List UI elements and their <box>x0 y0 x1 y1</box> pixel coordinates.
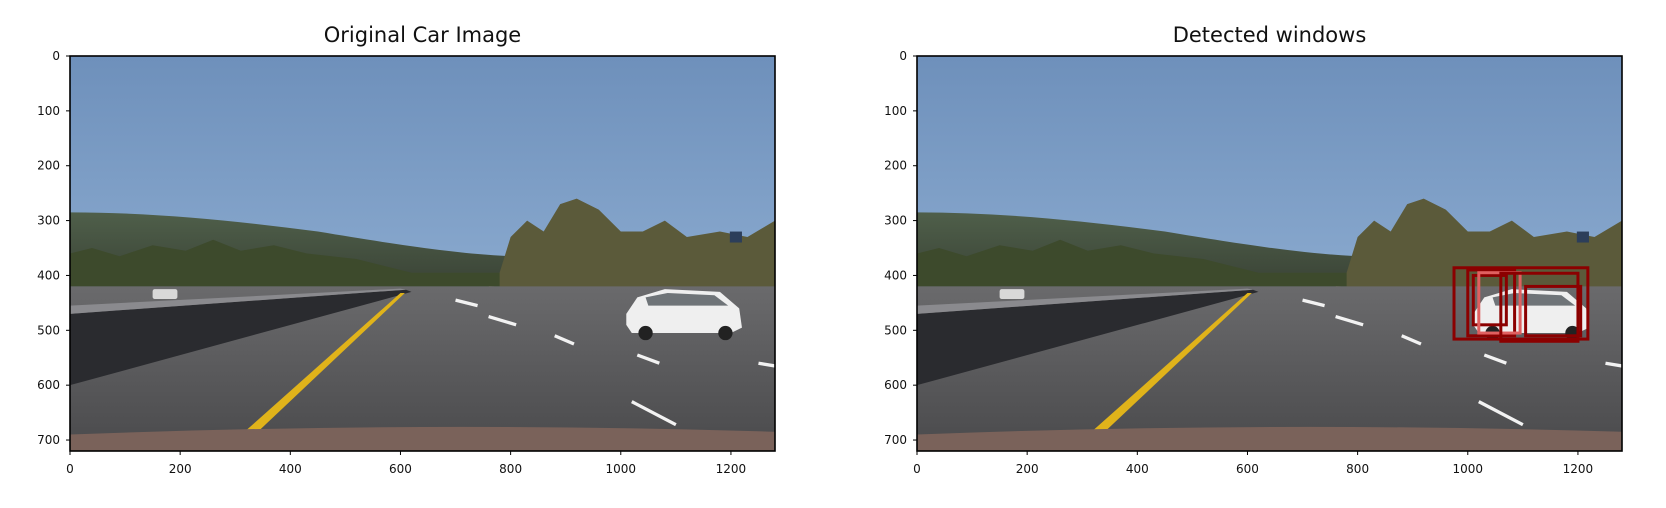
y-tick-label: 400 <box>884 268 907 282</box>
x-tick-label: 800 <box>1346 462 1369 476</box>
x-tick-label: 1200 <box>1563 462 1594 476</box>
y-tick-label: 0 <box>52 49 60 63</box>
axes-frame <box>916 55 1623 452</box>
detected-window-box <box>1499 271 1580 343</box>
x-tick-label: 0 <box>913 462 921 476</box>
y-tick-label: 500 <box>884 323 907 337</box>
detected-window-box <box>1524 284 1583 338</box>
detected-window-box <box>1466 268 1517 338</box>
x-tick-label: 400 <box>1126 462 1149 476</box>
y-tick-label: 200 <box>884 159 907 173</box>
y-tick-label: 600 <box>37 378 60 392</box>
y-tick-label: 400 <box>37 268 60 282</box>
road-scene-image <box>917 56 1622 451</box>
x-tick-label: 400 <box>279 462 302 476</box>
x-tick-label: 800 <box>499 462 522 476</box>
y-tick-label: 300 <box>37 214 60 228</box>
y-tick-label: 500 <box>37 323 60 337</box>
panel-1: Original Car Image 0 200 400 600 800 1000 1200 0… <box>37 23 776 476</box>
y-tick-label: 600 <box>884 378 907 392</box>
y-tick-label: 700 <box>884 433 907 447</box>
panel-title: Original Car Image <box>324 23 521 47</box>
panel-2: Detected windows 0 200 400 600 800 1000 1200 0 10… <box>884 23 1623 476</box>
y-tick-label: 100 <box>37 104 60 118</box>
x-tick-label: 200 <box>1016 462 1039 476</box>
y-tick-label: 300 <box>884 214 907 228</box>
y-tick-label: 200 <box>37 159 60 173</box>
y-tick-label: 100 <box>884 104 907 118</box>
x-tick-label: 1000 <box>606 462 637 476</box>
x-tick-label: 1000 <box>1453 462 1484 476</box>
y-tick-label: 700 <box>37 433 60 447</box>
road-scene-image <box>70 56 775 451</box>
x-tick-label: 0 <box>66 462 74 476</box>
y-tick-label: 0 <box>899 49 907 63</box>
x-tick-label: 600 <box>389 462 412 476</box>
x-tick-label: 1200 <box>716 462 747 476</box>
axes-frame <box>69 55 776 452</box>
detected-window-box <box>1452 266 1590 341</box>
x-tick-label: 600 <box>1236 462 1259 476</box>
detected-window-box <box>1471 273 1508 327</box>
x-tick-label: 200 <box>169 462 192 476</box>
panel-title: Detected windows <box>1173 23 1367 47</box>
